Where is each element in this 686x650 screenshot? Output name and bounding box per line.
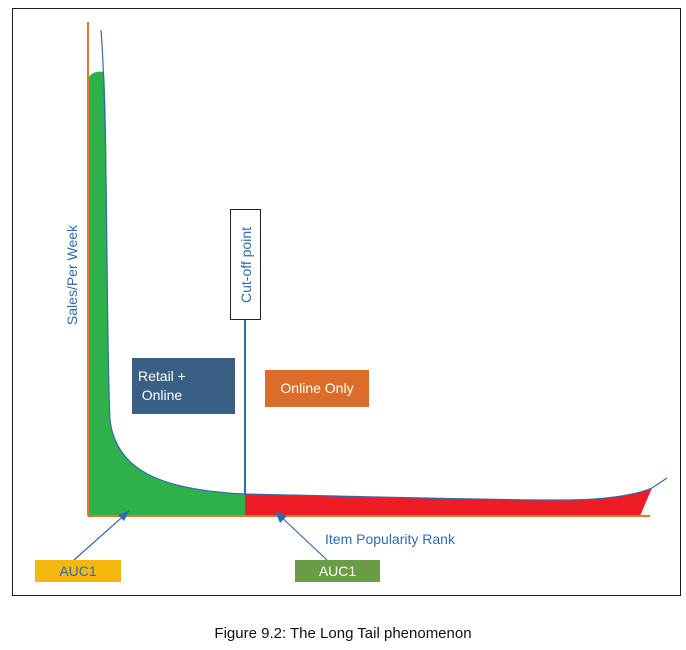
auc-right-label: AUC1 bbox=[318, 562, 357, 579]
retail-online-label: Retail + Online bbox=[138, 368, 186, 403]
online-only-box: Online Only bbox=[265, 370, 369, 407]
auc-right-label-box: AUC1 bbox=[295, 560, 380, 582]
figure-caption: Figure 9.2: The Long Tail phenomenon bbox=[214, 625, 472, 642]
tail-area bbox=[245, 488, 652, 516]
retail-online-box: Retail + Online bbox=[132, 358, 235, 414]
demand-curve bbox=[100, 29, 668, 501]
auc-left-arrow bbox=[73, 511, 129, 561]
y-axis-label: Sales/Per Week bbox=[64, 224, 80, 326]
head-area bbox=[88, 71, 245, 516]
cutoff-point-label: Cut-off point bbox=[237, 226, 254, 303]
auc-right-arrowhead bbox=[275, 511, 287, 523]
online-only-label: Online Only bbox=[280, 380, 354, 396]
auc-left-arrowhead bbox=[118, 510, 130, 521]
cutoff-point-box: Cut-off point bbox=[230, 209, 261, 320]
figure-frame bbox=[12, 8, 681, 596]
auc-left-label-box: AUC1 bbox=[35, 560, 121, 582]
auc-right-arrow bbox=[276, 512, 328, 561]
auc-left-label: AUC1 bbox=[59, 562, 97, 579]
x-axis-label: Item Popularity Rank bbox=[325, 531, 455, 547]
